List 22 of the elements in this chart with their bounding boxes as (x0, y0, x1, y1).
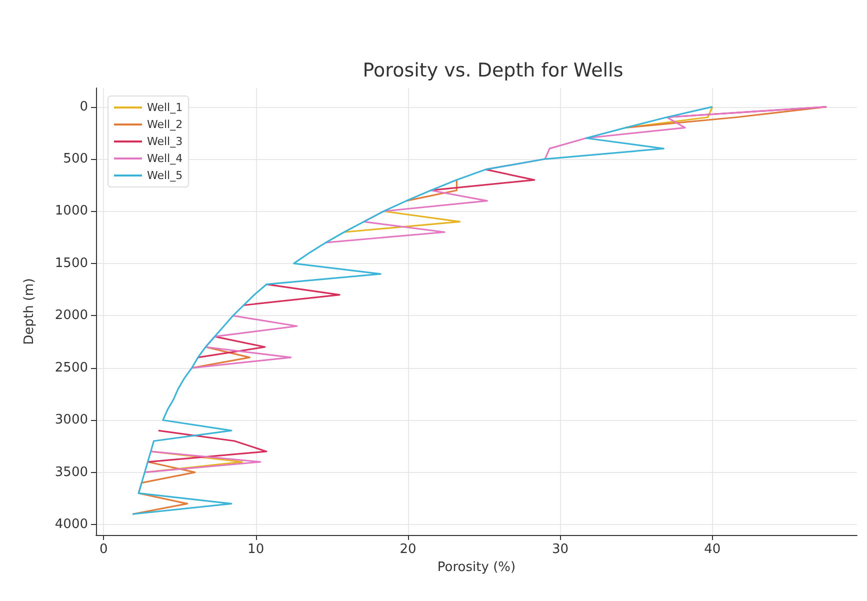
x-axis-title: Porosity (%) (437, 560, 516, 575)
y-tick-label: 3500 (54, 464, 88, 480)
x-tick-label: 0 (99, 542, 108, 557)
legend-label: Well_5 (147, 169, 183, 182)
y-tick-label: 2500 (54, 360, 88, 376)
legend-label: Well_2 (147, 118, 183, 131)
y-axis-title: Depth (m) (22, 278, 37, 345)
legend-label: Well_4 (147, 152, 183, 165)
legend-label: Well_3 (147, 135, 183, 148)
y-tick-label: 2000 (54, 308, 88, 324)
y-tick-label: 3000 (54, 412, 88, 428)
x-tick-label: 40 (704, 542, 721, 557)
x-tick-label: 30 (552, 542, 568, 557)
y-tick-label: 1000 (54, 204, 88, 219)
y-tick-label: 4000 (54, 517, 88, 532)
y-tick-label: 500 (63, 152, 88, 167)
x-tick-label: 10 (248, 542, 264, 557)
y-tick-label: 1500 (54, 256, 88, 271)
x-tick-label: 20 (400, 542, 416, 557)
chart-title: Porosity vs. Depth for Wells (362, 60, 624, 82)
legend-label: Well_1 (147, 101, 183, 114)
y-tick-label: 0 (80, 99, 88, 114)
